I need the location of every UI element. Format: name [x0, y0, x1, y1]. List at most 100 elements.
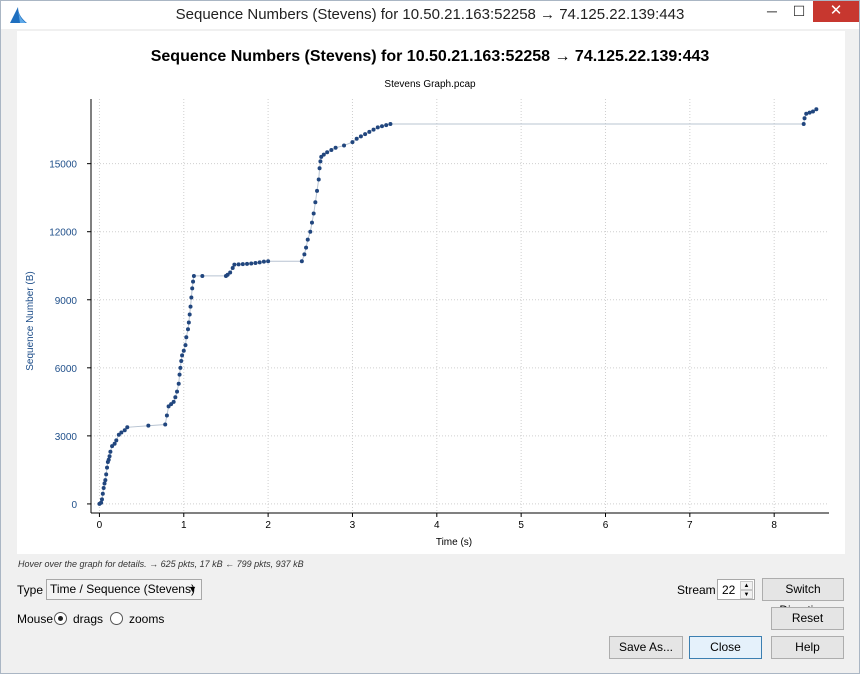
data-point: [179, 359, 184, 364]
y-tick-label: 0: [71, 500, 77, 511]
x-tick-label: 4: [434, 520, 440, 531]
mouse-drags-radio[interactable]: [54, 612, 67, 625]
help-button[interactable]: Help: [771, 636, 844, 659]
data-point: [367, 129, 372, 134]
data-point: [317, 166, 322, 171]
data-point: [363, 132, 368, 137]
data-point: [384, 123, 389, 128]
sequence-line: [99, 108, 817, 505]
data-point: [230, 266, 235, 271]
data-point: [146, 423, 151, 428]
data-point: [309, 220, 314, 225]
save-as-button[interactable]: Save As...: [609, 636, 683, 659]
data-point: [807, 110, 812, 115]
graph-plot-area[interactable]: Sequence Numbers (Stevens) for 10.50.21.…: [17, 31, 845, 554]
data-point: [325, 150, 330, 155]
data-point: [810, 109, 815, 114]
data-point: [99, 500, 104, 505]
x-tick-label: 7: [687, 520, 693, 531]
stream-label: Stream: [677, 583, 716, 597]
y-tick-label: 6000: [55, 364, 78, 375]
type-label: Type: [17, 583, 44, 597]
x-tick-label: 5: [518, 520, 524, 531]
mouse-drags-label[interactable]: drags: [73, 612, 104, 626]
hint-text: Hover over the graph for details. → 625 …: [18, 559, 304, 569]
data-point: [178, 365, 183, 370]
data-point: [200, 273, 205, 278]
data-point: [350, 140, 355, 145]
data-point: [190, 286, 195, 291]
data-point: [180, 353, 185, 358]
graph-type-select[interactable]: Time / Sequence (Stevens) ▼: [46, 579, 202, 600]
data-point: [313, 200, 318, 205]
data-point: [105, 465, 110, 470]
x-axis-label: Time (s): [436, 537, 472, 548]
data-point: [342, 143, 347, 148]
y-tick-label: 9000: [55, 296, 78, 307]
mouse-zooms-label[interactable]: zooms: [129, 612, 165, 626]
data-point: [261, 259, 266, 264]
data-point: [358, 134, 363, 139]
data-point: [315, 188, 320, 193]
data-point: [108, 449, 113, 454]
close-button[interactable]: Close: [689, 636, 762, 659]
dropdown-arrow-icon: ▼: [188, 584, 197, 594]
data-point: [329, 148, 334, 153]
mouse-zooms-radio[interactable]: [110, 612, 123, 625]
data-point: [333, 145, 338, 150]
data-point: [189, 295, 194, 300]
data-point: [164, 413, 169, 418]
data-point: [114, 438, 119, 443]
stream-value: 22: [722, 583, 736, 597]
stream-spinbox[interactable]: 22 ▲ ▼: [717, 579, 755, 600]
data-point: [232, 262, 237, 267]
data-point: [103, 478, 108, 483]
data-point: [308, 229, 313, 234]
data-point: [183, 343, 188, 348]
minimize-button[interactable]: ─: [767, 3, 777, 19]
data-point: [171, 399, 176, 404]
grid-lines: [91, 99, 829, 513]
spin-up-icon[interactable]: ▲: [740, 581, 753, 590]
data-point: [122, 428, 127, 433]
radio-selected-dot: [58, 616, 63, 621]
switch-direction-button[interactable]: Switch Direction: [762, 578, 844, 617]
graph-type-value: Time / Sequence (Stevens): [50, 582, 195, 596]
data-point: [302, 252, 307, 257]
wireshark-fin-icon: [10, 7, 27, 23]
data-point: [176, 381, 181, 386]
chart-subtitle: Stevens Graph.pcap: [384, 79, 476, 90]
maximize-button[interactable]: ☐: [792, 3, 806, 19]
stevens-chart[interactable]: Sequence Numbers (Stevens) for 10.50.21.…: [17, 31, 845, 554]
data-point: [185, 327, 190, 332]
chart-title: Sequence Numbers (Stevens) for 10.50.21.…: [151, 48, 710, 65]
data-point: [814, 107, 819, 112]
x-tick-label: 1: [181, 520, 187, 531]
data-point: [802, 116, 807, 121]
data-point: [804, 111, 809, 116]
data-point: [186, 320, 191, 325]
data-point: [119, 430, 124, 435]
data-point: [191, 279, 196, 284]
y-axis-label: Sequence Number (B): [25, 271, 36, 371]
data-point: [321, 152, 326, 157]
spin-down-icon[interactable]: ▼: [740, 590, 753, 599]
data-point: [107, 454, 112, 459]
data-point: [173, 395, 178, 400]
data-point: [236, 262, 241, 267]
data-point: [245, 261, 250, 266]
data-point: [253, 261, 258, 266]
window-title: Sequence Numbers (Stevens) for 10.50.21.…: [175, 6, 685, 23]
data-point: [175, 389, 180, 394]
data-point: [191, 273, 196, 278]
data-point: [299, 259, 304, 264]
data-point: [801, 121, 806, 126]
data-point: [102, 481, 107, 486]
close-window-button[interactable]: ✕: [813, 1, 859, 22]
data-point: [379, 124, 384, 129]
data-point: [304, 245, 309, 250]
reset-button[interactable]: Reset: [771, 607, 844, 630]
x-tick-label: 0: [97, 520, 103, 531]
data-point: [100, 491, 105, 496]
